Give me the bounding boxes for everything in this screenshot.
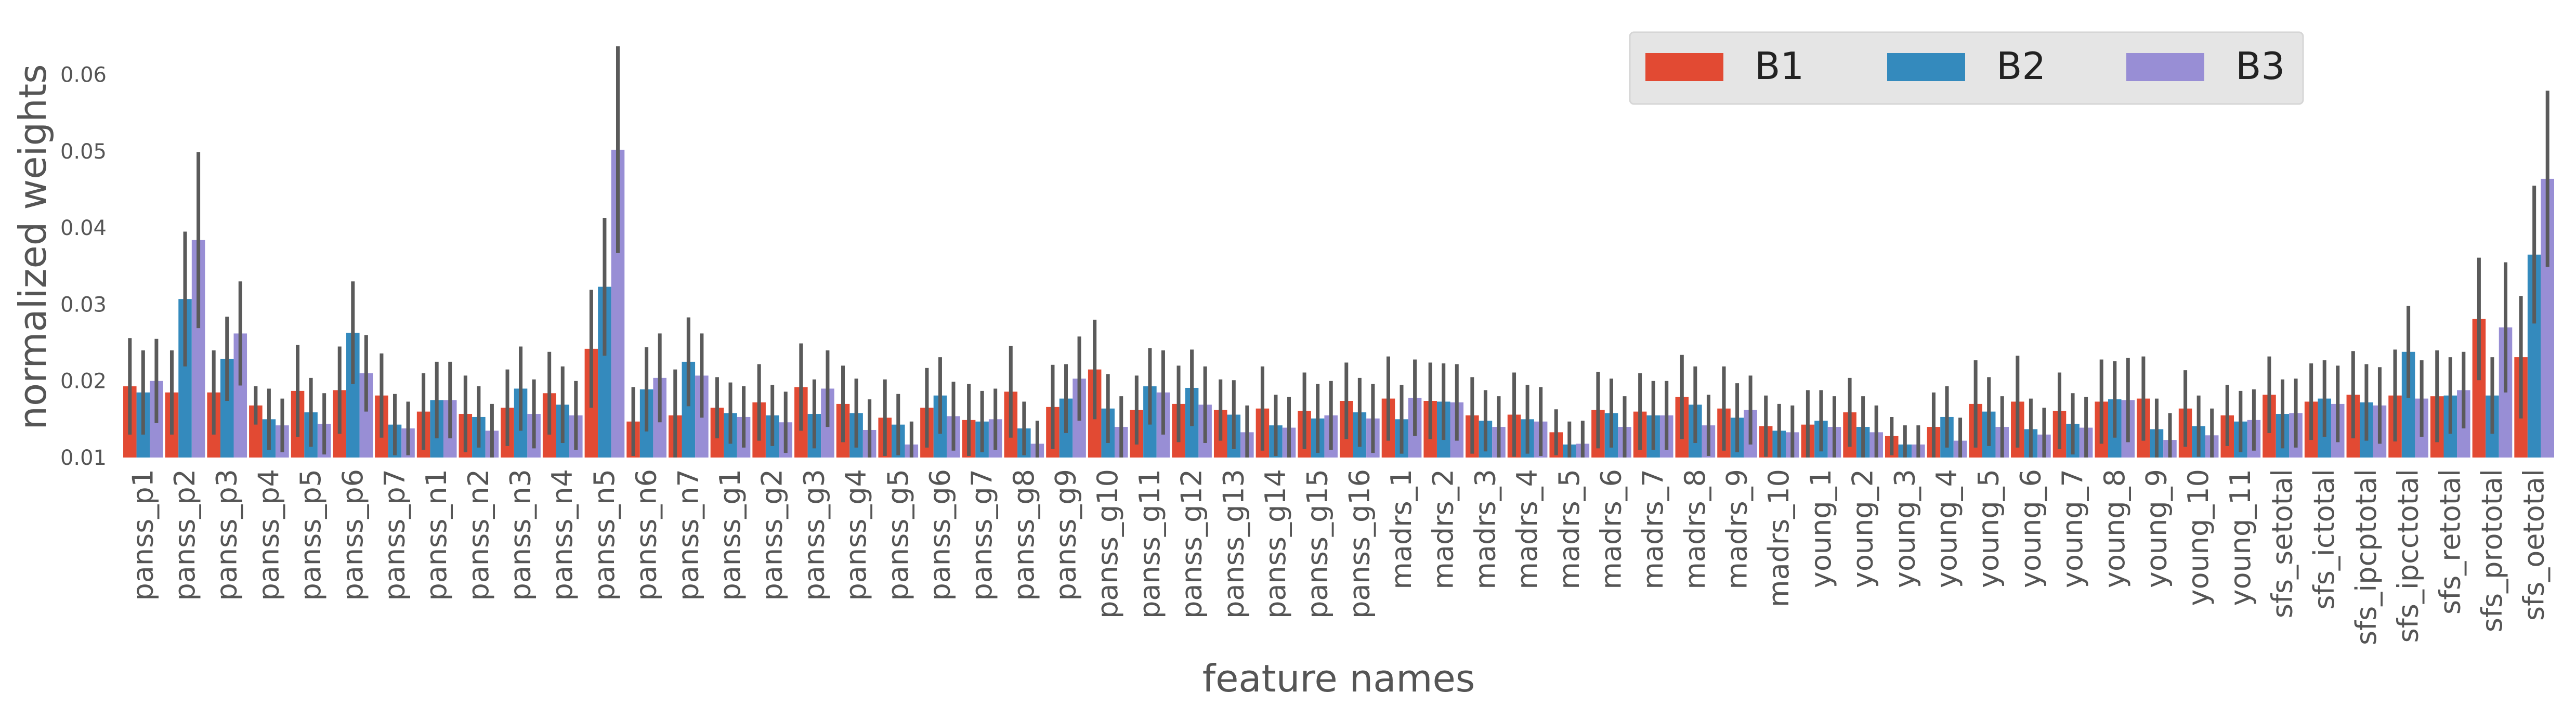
x-tick-label: sfs_ipcctotal <box>2392 469 2425 643</box>
x-tick-label: panss_g1 <box>714 469 747 601</box>
x-tick-label: young_8 <box>2098 469 2131 588</box>
x-tick-label: panss_g16 <box>1343 469 1376 619</box>
x-tick-label: panss_p3 <box>211 469 243 601</box>
legend-label-b3: B3 <box>2235 44 2285 88</box>
legend-frame <box>1629 31 2304 105</box>
x-tick-label: madrs_7 <box>1637 469 1669 590</box>
x-tick-label: madrs_4 <box>1511 469 1544 590</box>
x-tick-label: panss_g3 <box>797 469 830 601</box>
x-tick-label: panss_n7 <box>672 469 704 600</box>
x-tick-label: panss_p1 <box>126 469 159 601</box>
x-axis-ticks: panss_p1 panss_p2 panss_p3 panss_p4 panss_p5… <box>126 469 2550 645</box>
x-tick-label: young_11 <box>2224 469 2257 606</box>
x-tick-label: panss_g15 <box>1301 469 1334 619</box>
x-tick-label: sfs_prototal <box>2476 469 2508 632</box>
x-tick-label: panss_g10 <box>1091 469 1124 619</box>
x-tick-label: madrs_1 <box>1385 469 1418 590</box>
y-tick-label: 0.04 <box>60 216 107 240</box>
legend-swatch-b1 <box>1645 53 1723 81</box>
x-tick-label: madrs_8 <box>1679 469 1711 590</box>
x-tick-label: young_4 <box>1930 469 1963 588</box>
legend: B1 B2 B3 <box>1629 31 2304 105</box>
x-tick-label: young_7 <box>2056 469 2089 588</box>
x-tick-label: panss_n6 <box>630 469 663 600</box>
x-tick-label: panss_p2 <box>168 469 201 601</box>
x-tick-label: sfs_oetotal <box>2518 469 2551 621</box>
x-tick-label: panss_g8 <box>1008 469 1040 601</box>
x-tick-label: panss_n5 <box>588 469 621 600</box>
x-tick-label: panss_n2 <box>462 469 495 600</box>
x-tick-label: madrs_9 <box>1721 469 1754 590</box>
x-tick-label: sfs_ictotal <box>2308 469 2340 609</box>
x-tick-label: young_1 <box>1804 469 1837 588</box>
x-tick-label: madrs_6 <box>1594 469 1627 590</box>
x-tick-label: panss_g13 <box>1217 469 1250 619</box>
x-tick-label: madrs_10 <box>1762 469 1795 607</box>
x-tick-label: young_6 <box>2014 469 2047 588</box>
x-axis-label: feature names <box>1202 657 1475 700</box>
x-tick-label: young_9 <box>2140 469 2173 588</box>
legend-label-b1: B1 <box>1755 44 1804 88</box>
x-tick-label: panss_g14 <box>1259 469 1292 619</box>
legend-swatch-b2 <box>1887 53 1965 81</box>
x-tick-label: sfs_ipcptotal <box>2350 469 2383 645</box>
x-tick-label: sfs_setotal <box>2266 469 2299 618</box>
x-tick-label: panss_g6 <box>923 469 956 601</box>
x-tick-label: panss_p4 <box>252 469 285 601</box>
y-tick-label: 0.05 <box>60 140 107 164</box>
x-tick-label: panss_g7 <box>965 469 998 601</box>
x-tick-label: panss_n1 <box>420 469 453 600</box>
x-tick-label: young_2 <box>1847 469 1879 588</box>
x-tick-label: panss_p5 <box>294 469 327 601</box>
legend-label-b2: B2 <box>1996 44 2046 88</box>
y-tick-label: 0.02 <box>60 370 107 394</box>
x-tick-label: madrs_2 <box>1427 469 1460 590</box>
x-tick-label: sfs_retotal <box>2434 469 2466 615</box>
plot-background <box>122 36 2555 458</box>
x-tick-label: young_3 <box>1888 469 1921 588</box>
y-axis-ticks: 0.01 0.02 0.03 0.04 0.05 0.06 <box>60 63 107 470</box>
x-tick-label: panss_g9 <box>1050 469 1082 601</box>
x-tick-label: panss_p6 <box>336 469 369 601</box>
x-tick-label: panss_n3 <box>504 469 537 600</box>
error-bars <box>128 46 2549 458</box>
legend-swatch-b3 <box>2126 53 2204 81</box>
x-tick-label: panss_g5 <box>882 469 914 601</box>
x-tick-label: panss_g2 <box>756 469 789 601</box>
x-tick-label: panss_g11 <box>1133 469 1166 619</box>
x-tick-label: madrs_3 <box>1469 469 1501 590</box>
x-tick-label: young_10 <box>2182 469 2215 606</box>
x-tick-label: panss_g12 <box>1175 469 1208 619</box>
y-tick-label: 0.06 <box>60 63 107 87</box>
y-tick-label: 0.01 <box>60 446 107 470</box>
y-axis-label: normalized weights <box>11 64 55 429</box>
x-tick-label: madrs_5 <box>1553 469 1586 590</box>
x-tick-label: young_5 <box>1972 469 2005 588</box>
x-tick-label: panss_g4 <box>840 469 872 601</box>
y-tick-label: 0.03 <box>60 293 107 317</box>
x-tick-label: panss_n4 <box>546 469 579 600</box>
x-tick-label: panss_p7 <box>378 469 411 601</box>
